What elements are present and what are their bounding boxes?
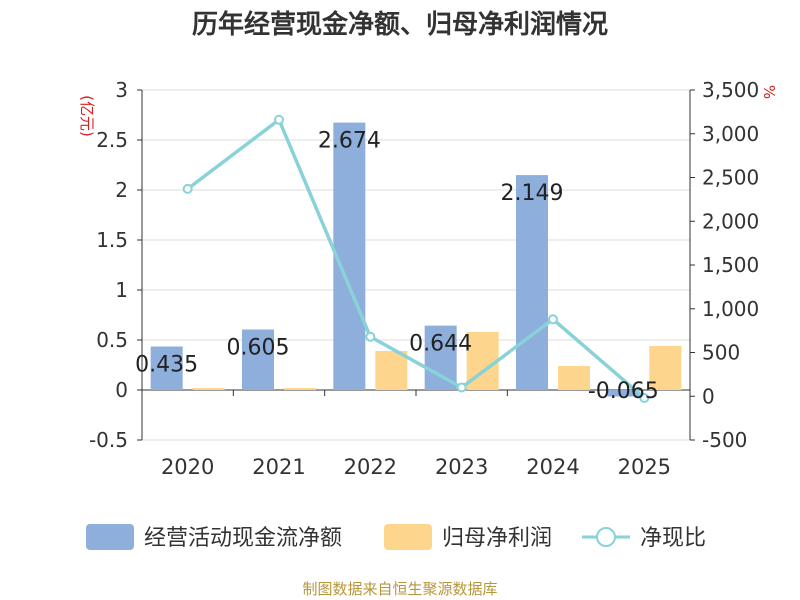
y-left-tick-label: 0.5 [96,328,128,352]
x-tick-label: 2022 [344,455,397,479]
line-cash-ratio [186,116,646,400]
data-label: 2.149 [501,181,564,206]
x-tick-label: 2024 [526,455,579,479]
bar-net-profit [284,388,316,390]
y-left-unit-label: (亿元) [78,95,96,137]
x-tick-label: 2023 [435,455,488,479]
legend-label-cashflow: 经营活动现金流净额 [144,526,342,551]
y-right-tick-label: 0 [702,384,715,408]
y-right-tick-label: 1,000 [702,297,759,321]
bar-net-profit [192,388,225,390]
y-right-tick-label: 1,500 [702,253,759,277]
y-left-tick-label: 2.5 [96,128,128,152]
y-left-tick-label: 1 [115,278,128,302]
line-cash-ratio-point [365,331,376,342]
data-label: -0.065 [588,379,659,404]
line-cash-ratio-point [639,393,650,403]
legend-marker-cash-ratio [596,527,616,547]
bar-net-profit [558,366,590,390]
legend-swatch-cashflow [86,524,134,550]
line-cash-ratio-point [548,314,558,325]
chart-title: 历年经营现金净额、归母净利润情况 [191,10,608,40]
bar-net-profit [375,351,408,390]
data-label: 0.644 [409,332,472,357]
bar-cashflow [150,346,183,390]
y-left-tick-label: 2 [115,178,128,202]
y-right-tick-label: -500 [702,428,747,452]
line-cash-ratio-point [456,382,467,393]
bar-net-profit [649,346,682,390]
line-cash-ratio-point [274,114,284,125]
y-right-unit-label: % [760,85,778,99]
legend-swatch-net-profit [384,524,432,550]
y-left-tick-label: 1.5 [96,228,128,252]
data-label: 0.605 [227,336,290,361]
bar-cashflow [516,175,548,390]
x-tick-label: 2021 [252,455,305,479]
x-tick-label: 2020 [161,455,214,479]
y-right-tick-label: 2,000 [702,209,759,233]
legend-label-cash-ratio: 净现比 [640,526,706,551]
bar-cashflow [333,122,366,390]
legend-label-net-profit: 归母净利润 [442,526,552,551]
y-right-tick-label: 500 [702,341,740,365]
y-right-tick-label: 3,500 [702,78,759,102]
bar-cashflow [242,329,274,390]
data-label: 0.435 [135,353,198,378]
bar-cashflow [424,325,457,390]
y-right-tick-label: 3,000 [702,122,759,146]
y-left-tick-label: -0.5 [89,428,128,452]
y-left-tick-label: 0 [115,378,128,402]
bar-cashflow [607,390,640,397]
data-label: 2.674 [318,129,381,154]
source-note: 制图数据来自恒生聚源数据库 [302,580,498,598]
line-cash-ratio-point [182,183,193,194]
y-right-tick-label: 2,500 [702,166,759,190]
x-tick-label: 2025 [618,455,671,479]
y-left-tick-label: 3 [115,78,128,102]
